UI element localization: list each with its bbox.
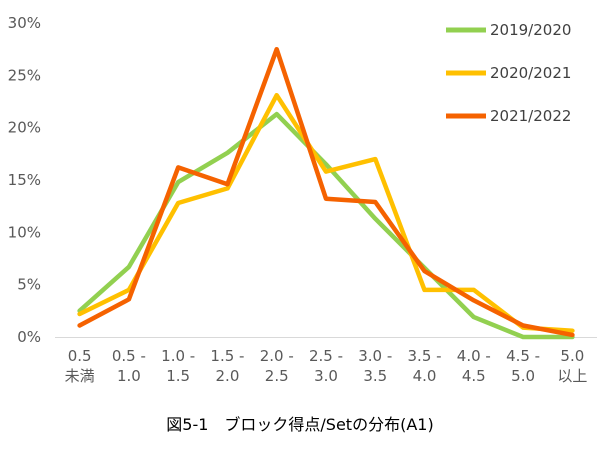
x-tick-label: 3.0 -3.5 bbox=[358, 347, 392, 385]
x-tick-label: 5.0 以上 bbox=[557, 347, 587, 385]
series-line-2021-2022 bbox=[77, 46, 575, 338]
x-tick-label: 1.5 -2.0 bbox=[210, 347, 244, 385]
x-tick-label: 3.5 -4.0 bbox=[408, 347, 442, 385]
x-tick-label: 0.5 未満 bbox=[65, 347, 95, 385]
series-lines bbox=[77, 46, 575, 340]
x-tick-label: 0.5 -1.0 bbox=[112, 347, 146, 385]
y-tick-label: 15% bbox=[8, 171, 41, 189]
x-tick-label: 4.5 -5.0 bbox=[506, 347, 540, 385]
y-tick-label: 30% bbox=[8, 14, 41, 32]
x-axis-tick-labels: 0.5 未満 0.5 -1.0 1.0 -1.5 1.5 -2.0 2.0 -2.5 2.5… bbox=[65, 347, 588, 385]
legend-label: 2020/2021 bbox=[490, 64, 571, 82]
legend: 2019/2020 2020/2021 2021/2022 bbox=[446, 21, 571, 125]
y-tick-label: 5% bbox=[17, 276, 41, 294]
x-tick-label: 2.5 -3.0 bbox=[309, 347, 343, 385]
y-tick-label: 10% bbox=[8, 223, 41, 241]
series-line-2019-2020 bbox=[77, 111, 575, 340]
x-tick-label: 4.0 -4.5 bbox=[457, 347, 491, 385]
legend-label: 2021/2022 bbox=[490, 107, 571, 125]
x-tick-label: 1.0 -1.5 bbox=[161, 347, 195, 385]
y-tick-label: 25% bbox=[8, 66, 41, 84]
x-tick-label: 2.0 -2.5 bbox=[260, 347, 294, 385]
y-tick-label: 0% bbox=[17, 328, 41, 346]
legend-label: 2019/2020 bbox=[490, 21, 571, 39]
series-line-2020-2021 bbox=[77, 92, 575, 333]
y-tick-label: 20% bbox=[8, 119, 41, 137]
y-axis-tick-labels: 0% 5% 10% 15% 20% 25% 30% bbox=[8, 14, 41, 346]
chart-title: 図5-1 ブロック得点/Setの分布(A1) bbox=[166, 415, 433, 434]
